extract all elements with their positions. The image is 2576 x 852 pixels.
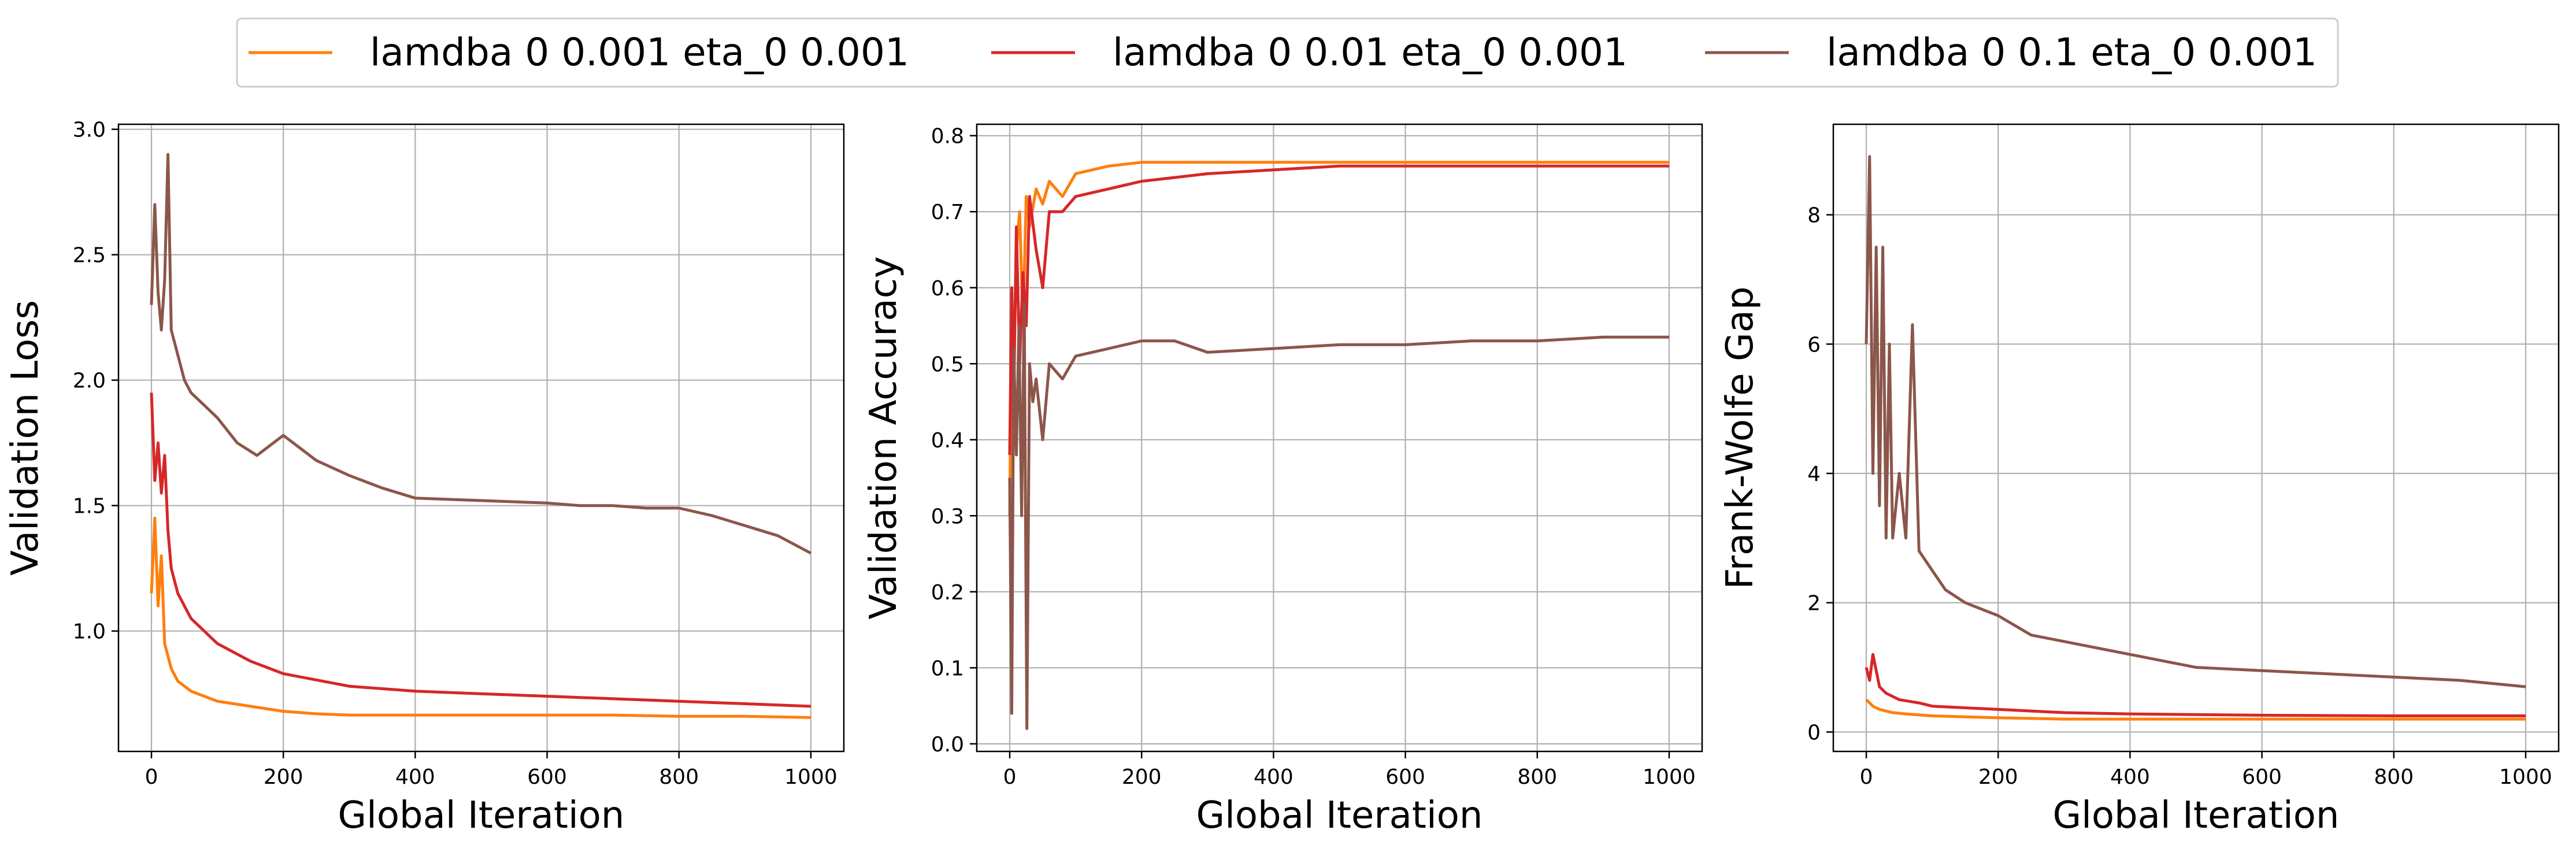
validation-loss-xtick-label-4: 800 [659,765,699,789]
frank-wolfe-gap-ytick-label-4: 8 [1807,204,1821,228]
validation-accuracy-series-2 [1008,164,1669,455]
validation-loss-xtick-label-1: 200 [264,765,303,789]
validation-accuracy-xtick-label-3: 600 [1385,765,1425,789]
validation-accuracy-xlabel: Global Iteration [1196,794,1483,837]
frank-wolfe-gap-xlabel: Global Iteration [2053,794,2340,837]
legend-label-3: lamdba 0 0.1 eta_0 0.001 [1826,30,2317,75]
frank-wolfe-gap-ytick-label-1: 2 [1807,592,1821,616]
frank-wolfe-gap-ytick-label-2: 4 [1807,462,1821,486]
validation-accuracy-series-3 [1008,301,1669,730]
validation-loss-xtick-label-0: 0 [145,765,158,789]
frank-wolfe-gap-xtick-label-4: 800 [2374,765,2414,789]
validation-accuracy-axes-frame [976,123,1703,753]
legend: lamdba 0 0.001 eta_0 0.001 lamdba 0 0.01… [236,17,2339,88]
validation-accuracy-xtick-label-2: 400 [1254,765,1293,789]
validation-accuracy-xtick-label-1: 200 [1122,765,1162,789]
validation-accuracy-ytick-label-0: 0.0 [931,733,964,757]
validation-loss-xtick-label-2: 400 [395,765,435,789]
frank-wolfe-gap-panel: 0 200 400 600 800 1000 0 2 4 6 8 Global Iteration Fr… [1719,123,2560,837]
frank-wolfe-gap-xtick-label-5: 1000 [2499,765,2552,789]
validation-loss-panel: 0 200 400 600 800 1000 1.0 1.5 2.0 2.5 3.0 Global I… [4,118,845,837]
legend-frame [236,17,2339,88]
validation-accuracy-ytick-label-5: 0.5 [931,353,964,376]
validation-accuracy-ytick-label-4: 0.4 [931,429,964,453]
validation-accuracy-xtick-label-4: 800 [1517,765,1557,789]
frank-wolfe-gap-ytick-label-0: 0 [1807,721,1821,744]
frank-wolfe-gap-xtick-label-1: 200 [1978,765,2018,789]
validation-accuracy-ytick-label-1: 0.1 [931,657,964,680]
validation-loss-ytick-label-0: 1.0 [73,620,106,644]
validation-loss-ytick-label-1: 1.5 [73,495,106,518]
validation-accuracy-ytick-label-2: 0.2 [931,581,964,605]
validation-loss-series-2 [150,392,811,708]
validation-loss-ytick-label-3: 2.5 [73,244,106,268]
validation-loss-ytick-label-4: 3.0 [73,118,106,142]
validation-loss-xlabel: Global Iteration [338,794,625,837]
validation-loss-ytick-label-2: 2.0 [73,369,106,393]
validation-accuracy-xtick-label-5: 1000 [1643,765,1696,789]
frank-wolfe-gap-series-2 [1865,653,2526,717]
frank-wolfe-gap-xtick-label-2: 400 [2110,765,2150,789]
frank-wolfe-gap-xtick-label-0: 0 [1860,765,1873,789]
validation-accuracy-ytick-label-6: 0.6 [931,277,964,301]
validation-loss-series-1 [150,516,811,719]
validation-loss-axes-frame [117,123,845,753]
validation-accuracy-ytick-label-7: 0.7 [931,201,964,224]
validation-accuracy-ytick-label-8: 0.8 [931,125,964,149]
validation-accuracy-series-1 [1008,161,1669,516]
legend-label-1: lamdba 0 0.001 eta_0 0.001 [370,30,909,75]
validation-accuracy-ytick-label-3: 0.3 [931,505,964,528]
frank-wolfe-gap-ylabel: Frank-Wolfe Gap [1719,287,1762,590]
frank-wolfe-gap-series-1 [1865,698,2526,721]
frank-wolfe-gap-ytick-label-3: 6 [1807,333,1821,357]
validation-loss-ylabel: Validation Loss [4,300,47,576]
validation-accuracy-ylabel: Validation Accuracy [862,256,905,620]
validation-accuracy-panel: 0 200 400 600 800 1000 0.0 0.1 0.2 0.3 0.4 0.5 0.6 0.… [862,123,1703,837]
validation-loss-xtick-label-5: 1000 [784,765,837,789]
frank-wolfe-gap-series-3 [1865,155,2526,688]
frank-wolfe-gap-axes-frame [1832,123,2560,753]
legend-label-2: lamdba 0 0.01 eta_0 0.001 [1113,30,1628,75]
validation-accuracy-xtick-label-0: 0 [1003,765,1017,789]
validation-loss-series-3 [150,153,812,555]
validation-loss-xtick-label-3: 600 [527,765,567,789]
frank-wolfe-gap-xtick-label-3: 600 [2242,765,2282,789]
